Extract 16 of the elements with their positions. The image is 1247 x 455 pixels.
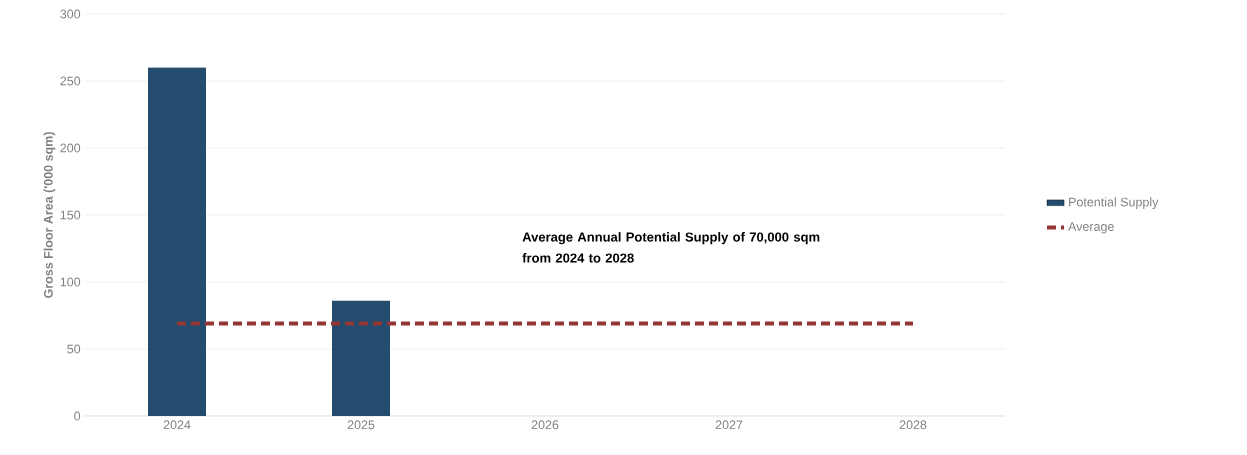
x-tick-label: 2027 bbox=[715, 420, 743, 430]
x-tick-label: 2024 bbox=[163, 420, 191, 430]
y-tick-label: 50 bbox=[67, 344, 81, 354]
y-tick-label: 200 bbox=[60, 143, 81, 153]
legend-label: Potential Supply bbox=[1069, 197, 1159, 209]
y-tick-label: 250 bbox=[60, 76, 81, 86]
annotation: Average Annual Potential Supply of 70,000 sqm from 2024 to 2028 bbox=[522, 232, 820, 263]
legend-label: Average bbox=[1068, 222, 1114, 234]
y-tick-label: 150 bbox=[60, 210, 81, 220]
y-tick-label: 300 bbox=[60, 9, 81, 19]
y-tick-label: 100 bbox=[60, 277, 81, 287]
y-tick-label: 0 bbox=[74, 411, 81, 421]
y-axis-title: Gross Floor Area ('000 sqm) bbox=[43, 132, 56, 298]
x-tick-label: 2026 bbox=[531, 420, 559, 430]
x-tick-label: 2025 bbox=[347, 420, 375, 430]
x-tick-label: 2028 bbox=[899, 420, 927, 430]
